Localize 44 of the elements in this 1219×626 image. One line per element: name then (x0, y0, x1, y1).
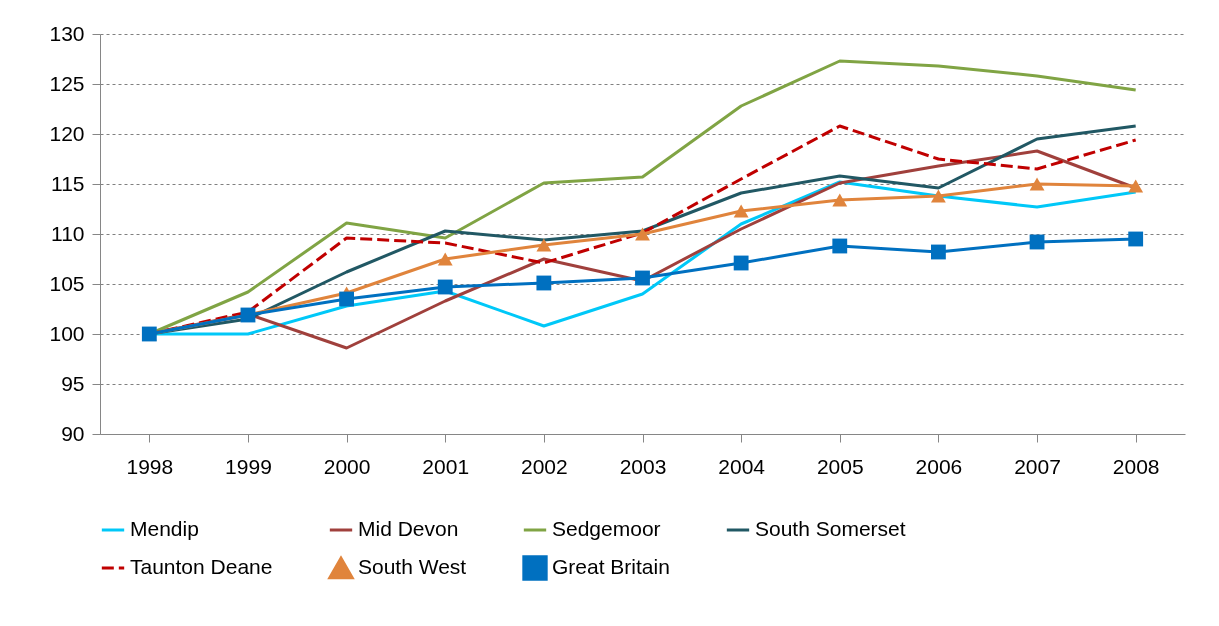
point (733, 204, 749, 218)
legend-label: Great Britain (552, 555, 670, 578)
point (1128, 179, 1144, 193)
legend-label: Mid Devon (358, 517, 459, 540)
point (635, 270, 650, 286)
x-tick-label: 1999 (225, 454, 272, 478)
y-tick-label: 120 (49, 121, 85, 145)
x-tick-label: 2002 (521, 454, 568, 478)
point (536, 275, 552, 291)
point (437, 279, 453, 295)
point (536, 238, 552, 252)
y-tick-label: 115 (51, 171, 85, 195)
x-tick-label: 2005 (816, 454, 864, 478)
y-tick-label: 105 (49, 271, 85, 295)
point (339, 291, 355, 307)
legend-label: South Somerset (755, 517, 906, 540)
y-tick-label: 110 (51, 221, 85, 245)
x-tick-label: 2007 (1014, 454, 1061, 478)
x-tick-label: 1998 (126, 454, 174, 478)
x-tick-label: 2006 (915, 454, 963, 478)
point (437, 252, 453, 266)
point (1128, 231, 1144, 247)
x-tick-label: 2003 (619, 454, 667, 478)
y-tick-label: 90 (61, 421, 85, 445)
point (832, 238, 848, 254)
x-tick-label: 2001 (422, 454, 470, 478)
x-tick-label: 2008 (1112, 454, 1160, 478)
legend-label: Mendip (130, 517, 199, 540)
point (930, 244, 946, 260)
y-tick-label: 125 (49, 71, 85, 95)
y-tick-label: 130 (49, 21, 85, 45)
legend-label: South West (358, 555, 467, 578)
point (1029, 234, 1045, 250)
point (930, 189, 946, 203)
point (1029, 177, 1045, 191)
point (832, 193, 848, 207)
y-tick-label: 95 (61, 371, 85, 395)
legend-label: Sedgemoor (552, 517, 661, 540)
x-tick-label: 2004 (718, 454, 766, 478)
point (635, 227, 650, 241)
x-tick-label: 2000 (323, 454, 371, 478)
legend-label: Taunton Deane (130, 555, 273, 578)
y-tick-label: 100 (49, 321, 85, 345)
point (733, 255, 749, 271)
